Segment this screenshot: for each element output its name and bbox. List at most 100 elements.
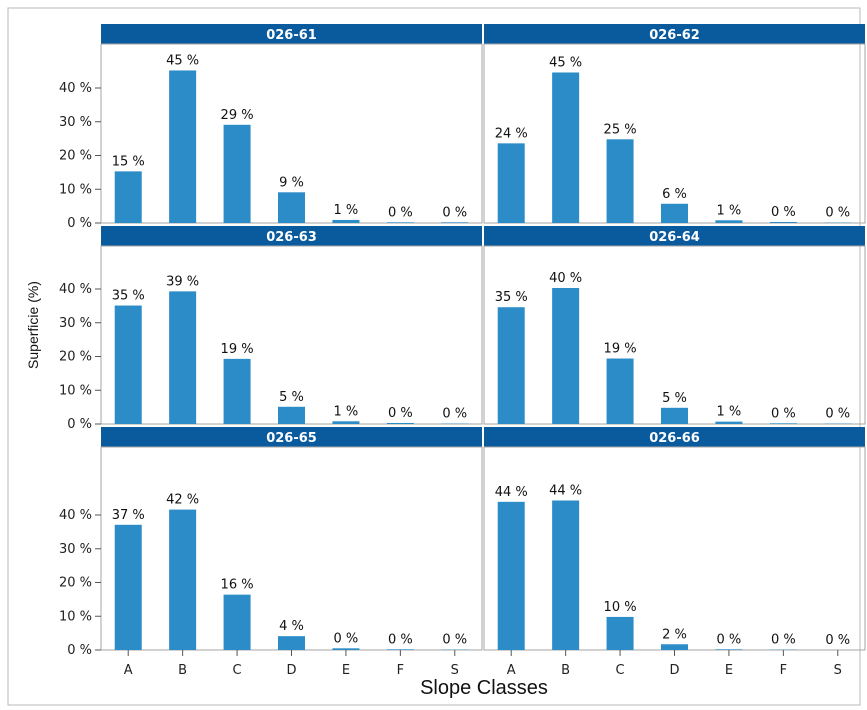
x-tick-label-F: F (397, 663, 404, 678)
panel-strip (101, 24, 482, 44)
x-tick-label-C: C (616, 663, 625, 678)
bar-label-E: 0 % (334, 631, 359, 646)
panel-title: 026-66 (649, 431, 700, 446)
y-tick-label: 0 % (67, 417, 92, 432)
bar-label-E: 0 % (717, 632, 742, 647)
y-tick-label: 0 % (67, 643, 92, 658)
bar-label-C: 25 % (604, 122, 637, 137)
bar-label-B: 45 % (549, 55, 582, 70)
x-tick-label-E: E (342, 663, 350, 678)
bar-label-S: 0 % (825, 633, 850, 648)
bar-label-B: 42 % (166, 493, 199, 508)
bar-label-S: 0 % (442, 205, 467, 220)
panel-strip (101, 226, 482, 246)
bar-D (278, 636, 305, 650)
bar-B (552, 287, 580, 424)
panel-title: 026-64 (649, 230, 700, 245)
panel-title: 026-63 (266, 230, 317, 245)
bar-B (552, 500, 580, 650)
bar-F (386, 222, 414, 223)
x-tick-label-D: D (669, 663, 679, 678)
bar-F (769, 221, 797, 223)
bar-B (169, 70, 197, 223)
bar-label-E: 1 % (334, 203, 359, 218)
x-tick-label-F: F (780, 663, 787, 678)
panel-strip (484, 427, 865, 447)
bar-label-E: 1 % (717, 405, 742, 420)
bar-C (223, 594, 251, 650)
panel-026-66: 026-66 44 % 44 % 10 % 2 % 0 % 0 % 0 % A B C D E F S (483, 427, 866, 678)
bar-B (552, 72, 580, 223)
panel-title: 026-62 (649, 28, 700, 43)
bar-label-F: 0 % (771, 633, 796, 648)
y-tick-label: 20 % (59, 149, 92, 164)
y-tick-label: 30 % (59, 115, 92, 130)
panel-strip (484, 226, 865, 246)
y-tick-label: 30 % (59, 542, 92, 557)
bar-S (441, 222, 469, 223)
bar-label-F: 0 % (771, 205, 796, 220)
bar-label-D: 9 % (279, 175, 304, 190)
bar-D (661, 203, 688, 223)
bar-B (169, 291, 197, 424)
y-tick-label: 40 % (59, 282, 92, 297)
panel-026-64: 026-64 35 % 40 % 19 % 5 % 1 % 0 % 0 % (483, 226, 866, 425)
bar-label-C: 29 % (221, 108, 254, 123)
bar-label-S: 0 % (442, 633, 467, 648)
y-axis-title: Superficie (%) (25, 281, 41, 369)
bar-A (114, 524, 142, 650)
x-tick-label-A: A (507, 663, 516, 678)
bar-F (386, 649, 414, 650)
panel-026-61: 026-61 15 % 45 % 29 % 9 % 1 % 0 % 0 % 0 % 10 % 20 … (59, 24, 483, 231)
bar-A (114, 305, 142, 424)
bar-C (223, 358, 251, 424)
bar-label-A: 35 % (495, 290, 528, 305)
bar-E (715, 220, 743, 223)
y-tick-label: 20 % (59, 350, 92, 365)
y-tick-label: 30 % (59, 316, 92, 331)
bar-label-A: 15 % (112, 154, 145, 169)
panel-strip (484, 24, 865, 44)
bar-F (386, 422, 414, 424)
bar-label-S: 0 % (442, 407, 467, 422)
outer-frame (7, 7, 861, 706)
bar-label-S: 0 % (825, 407, 850, 422)
bar-label-C: 19 % (221, 342, 254, 357)
bar-C (606, 616, 634, 650)
bar-D (278, 406, 305, 424)
x-tick-label-S: S (451, 663, 459, 678)
bar-label-A: 44 % (495, 485, 528, 500)
x-axis-title: Slope Classes (420, 677, 548, 699)
bar-label-C: 19 % (604, 342, 637, 357)
bar-E (332, 219, 360, 223)
bar-D (661, 407, 688, 424)
bar-A (497, 501, 525, 650)
x-tick-label-E: E (725, 663, 733, 678)
panel-title: 026-61 (266, 28, 317, 43)
bar-C (606, 139, 634, 223)
bar-label-D: 4 % (279, 619, 304, 634)
bar-label-S: 0 % (825, 206, 850, 221)
x-tick-label-C: C (233, 663, 242, 678)
panels-layer: 026-61 15 % 45 % 29 % 9 % 1 % 0 % 0 % 0 % 10 % 20 … (59, 24, 866, 678)
x-tick-label-A: A (124, 663, 133, 678)
panel-026-63: 026-63 35 % 39 % 19 % 5 % 1 % 0 % 0 % 0 % 10 % 20 … (59, 226, 483, 432)
y-tick-label: 10 % (59, 609, 92, 624)
y-tick-label: 0 % (67, 216, 92, 231)
bar-label-F: 0 % (388, 205, 413, 220)
panel-026-62: 026-62 24 % 45 % 25 % 6 % 1 % 0 % 0 % (483, 24, 866, 224)
x-tick-label-S: S (834, 663, 842, 678)
x-tick-label-B: B (561, 663, 570, 678)
bar-label-F: 0 % (771, 406, 796, 421)
bar-A (497, 143, 525, 223)
y-tick-label: 20 % (59, 576, 92, 591)
bar-D (661, 644, 688, 650)
y-tick-label: 10 % (59, 383, 92, 398)
bar-label-A: 37 % (112, 508, 145, 523)
bar-label-E: 1 % (334, 404, 359, 419)
bar-F (769, 423, 797, 424)
bar-label-A: 35 % (112, 289, 145, 304)
bar-C (606, 358, 634, 424)
bar-A (114, 171, 142, 223)
